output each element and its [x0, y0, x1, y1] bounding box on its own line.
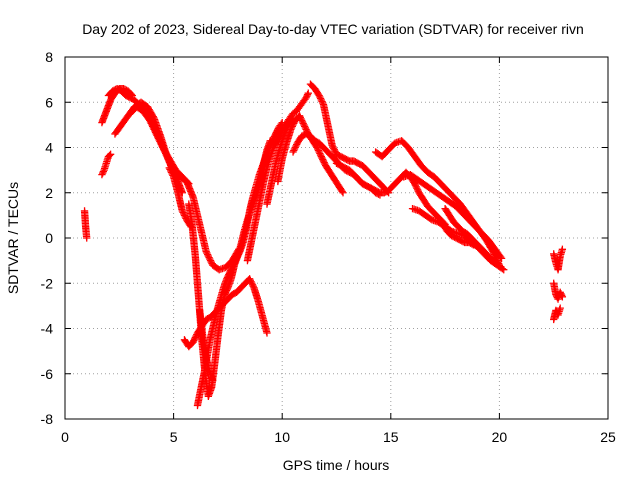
x-tick-label: 25: [600, 429, 616, 445]
y-tick-label: -4: [41, 321, 54, 337]
series-track-f: [126, 103, 193, 188]
data-point: [500, 266, 508, 274]
series-track-j: [193, 118, 286, 410]
chart-title: Day 202 of 2023, Sidereal Day-to-day VTE…: [82, 21, 584, 37]
axis-ticks: 0 5 10 15 20 25 -8 -6 -4 -2 0 2 4 6 8: [41, 49, 616, 445]
data-point: [263, 329, 271, 337]
data-point: [106, 150, 115, 158]
data-point: [184, 178, 192, 187]
data-point: [469, 241, 477, 249]
y-axis-label: SDTVAR / TECUs: [5, 182, 21, 294]
y-tick-label: -8: [41, 411, 54, 427]
data-point: [185, 180, 193, 188]
series-track-a: [80, 207, 91, 242]
y-tick-label: 6: [45, 94, 53, 110]
x-axis-label: GPS time / hours: [283, 457, 390, 473]
y-tick-label: 2: [45, 185, 53, 201]
data-point: [209, 376, 217, 385]
data-point: [496, 253, 505, 261]
x-tick-label: 10: [274, 429, 290, 445]
x-tick-label: 20: [492, 429, 508, 445]
series-track-u: [441, 204, 501, 267]
x-tick-label: 15: [383, 429, 399, 445]
series-track-w: [550, 245, 567, 274]
data-point: [497, 254, 506, 263]
series-track-p: [306, 80, 393, 197]
series-track-y: [550, 304, 564, 324]
data-point: [556, 304, 564, 312]
data-point: [558, 245, 567, 253]
y-tick-label: 8: [45, 49, 53, 65]
series-track-k: [196, 306, 217, 385]
x-tick-label: 5: [170, 429, 178, 445]
data-point: [558, 293, 567, 301]
data-point: [304, 89, 312, 97]
data-point: [493, 259, 501, 267]
series-track-b: [98, 150, 115, 179]
data-points: [80, 80, 567, 410]
y-tick-label: -2: [41, 275, 54, 291]
x-tick-label: 0: [61, 429, 69, 445]
data-point: [105, 151, 114, 160]
y-tick-label: 4: [45, 140, 53, 156]
y-tick-label: -6: [41, 366, 54, 382]
series-track-v: [439, 220, 477, 249]
data-point: [83, 234, 91, 242]
series-track-s: [400, 171, 506, 263]
series-track-x: [550, 279, 567, 303]
data-point: [498, 265, 507, 273]
data-point: [339, 189, 347, 197]
y-tick-label: 0: [45, 230, 53, 246]
grid: [65, 57, 608, 419]
